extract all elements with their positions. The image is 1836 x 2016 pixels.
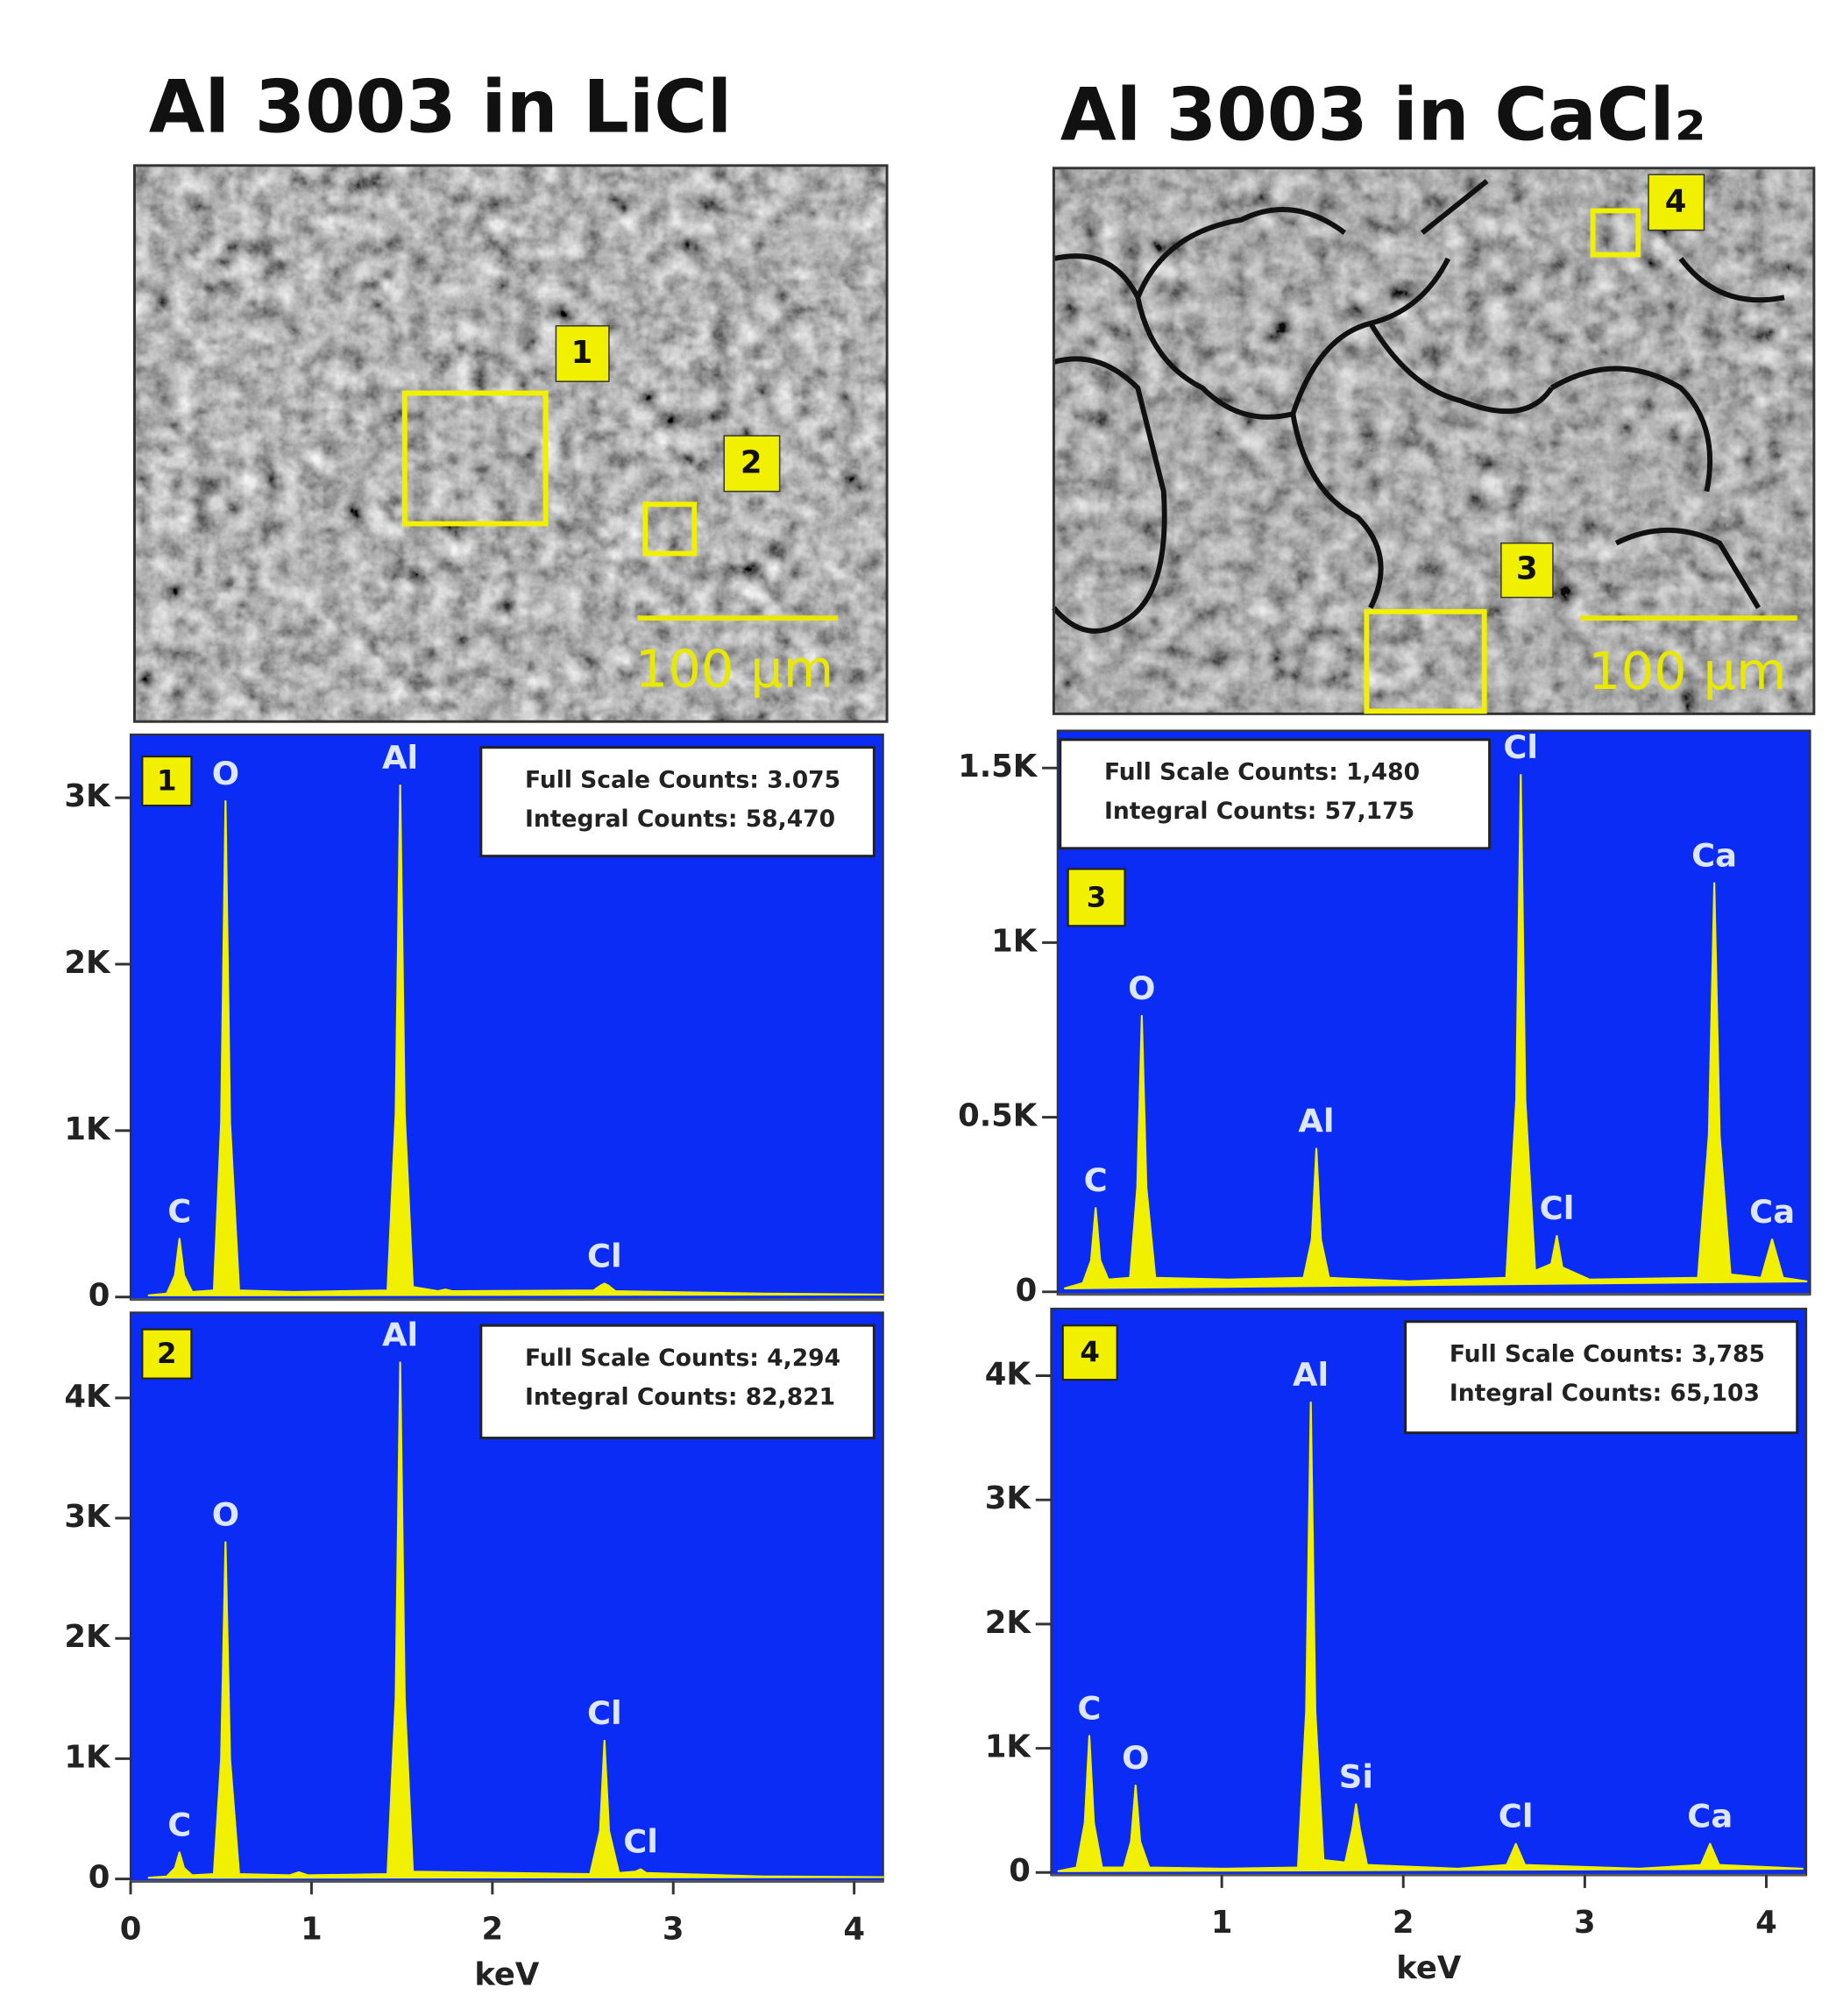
roi-box (401, 390, 549, 527)
y-tick-label: 0 (1016, 1273, 1038, 1309)
peak-label: Cl (1499, 1798, 1534, 1835)
info-box (479, 746, 875, 858)
info-text: Full Scale Counts: 3,785 (1450, 1341, 1765, 1368)
y-tick-label: 1K (64, 1111, 111, 1147)
spectrum (1063, 774, 1808, 1289)
peak-label: C (167, 1192, 191, 1230)
sem-image: 1 2 100 µm (132, 164, 889, 723)
peak-label: C (1084, 1161, 1108, 1199)
info-box (479, 1324, 875, 1440)
peak-label: O (1128, 969, 1155, 1007)
roi-box (1364, 608, 1487, 714)
peak-label: Ca (1691, 837, 1737, 875)
tag-box (1067, 868, 1126, 927)
scale-label: 100 µm (635, 638, 833, 699)
sem-image: 4 3 100 µm (1052, 167, 1816, 715)
peak-label: C (167, 1806, 191, 1843)
roi-label: 2 (741, 445, 762, 481)
y-tick-label: 1.5K (958, 749, 1039, 784)
y-tick-label: 1K (991, 923, 1039, 959)
peak-label: Al (1298, 1102, 1334, 1139)
x-axis-label: keV (474, 1956, 540, 1992)
spectrum (147, 1361, 884, 1879)
peak-label: Cl (587, 1238, 622, 1275)
peak-label: Si (1339, 1757, 1373, 1795)
roi-label: 4 (1665, 184, 1687, 220)
info-text: Full Scale Counts: 4,294 (525, 1345, 840, 1372)
peak-label: Al (382, 1317, 418, 1354)
info-box (1404, 1320, 1799, 1435)
roi-label: 3 (1516, 551, 1538, 587)
peak-label: Al (382, 739, 418, 777)
info-text: Integral Counts: 57,175 (1104, 798, 1414, 825)
spectrum (1057, 1401, 1804, 1872)
x-tick-label: 0 (120, 1912, 142, 1948)
peak-label: Ca (1749, 1193, 1795, 1231)
roi-label: 1 (571, 335, 593, 371)
x-tick-label: 1 (1211, 1905, 1233, 1941)
info-text: Integral Counts: 58,470 (525, 806, 835, 833)
roi-box (642, 501, 698, 557)
panel-title: Al 3003 in CaCl₂ (1060, 73, 1706, 157)
y-tick-label: 0 (89, 1278, 110, 1314)
tag-label: 2 (157, 1337, 177, 1370)
y-tick-label: 2K (64, 1619, 111, 1655)
peak-label: Cl (1503, 728, 1538, 766)
y-tick-label: 3K (985, 1480, 1032, 1516)
tag-label: 4 (1080, 1336, 1100, 1369)
panel-title: Al 3003 in LiCl (149, 65, 732, 149)
peak-label: C (1077, 1689, 1101, 1727)
info-text: Full Scale Counts: 1,480 (1104, 759, 1420, 786)
y-tick-label: 1K (985, 1729, 1032, 1765)
y-tick-label: 0.5K (958, 1098, 1039, 1134)
info-box (1059, 738, 1492, 850)
peak-label: Cl (1540, 1189, 1575, 1227)
y-tick-label: 3K (64, 1499, 111, 1535)
scale-label: 100 µm (1588, 641, 1786, 701)
info-text: Integral Counts: 65,103 (1450, 1380, 1760, 1407)
x-tick-label: 3 (1574, 1905, 1596, 1941)
peak-label: O (212, 1495, 239, 1533)
peak-label: Al (1293, 1356, 1329, 1394)
tag-label: 3 (1087, 880, 1107, 913)
peak-label: Ca (1687, 1798, 1733, 1835)
tag-label: 1 (157, 764, 177, 798)
y-tick-label: 1K (64, 1739, 111, 1775)
peak-label: Cl (587, 1694, 622, 1732)
y-tick-label: 0 (1009, 1853, 1031, 1889)
peak-label: Cl (623, 1823, 658, 1861)
x-tick-label: 1 (301, 1912, 323, 1948)
peak-label: O (212, 755, 239, 792)
roi-box (1590, 208, 1641, 258)
tag-box (141, 1328, 193, 1380)
tag-box (141, 755, 193, 807)
info-text: Full Scale Counts: 3.075 (525, 767, 840, 794)
peak-label: O (1122, 1739, 1149, 1777)
y-tick-label: 2K (985, 1605, 1032, 1641)
x-tick-label: 3 (663, 1912, 684, 1948)
y-tick-label: 3K (64, 778, 111, 814)
y-tick-label: 2K (64, 945, 111, 981)
y-tick-label: 4K (985, 1357, 1032, 1393)
y-tick-label: 4K (64, 1379, 111, 1415)
spectrum (147, 784, 884, 1296)
info-text: Integral Counts: 82,821 (525, 1383, 835, 1410)
x-tick-label: 4 (1755, 1905, 1777, 1941)
x-axis-label: keV (1396, 1950, 1462, 1986)
x-tick-label: 4 (843, 1912, 865, 1948)
tag-box (1061, 1324, 1118, 1381)
x-tick-label: 2 (482, 1912, 504, 1948)
y-tick-label: 0 (89, 1860, 110, 1896)
x-tick-label: 2 (1393, 1905, 1414, 1941)
